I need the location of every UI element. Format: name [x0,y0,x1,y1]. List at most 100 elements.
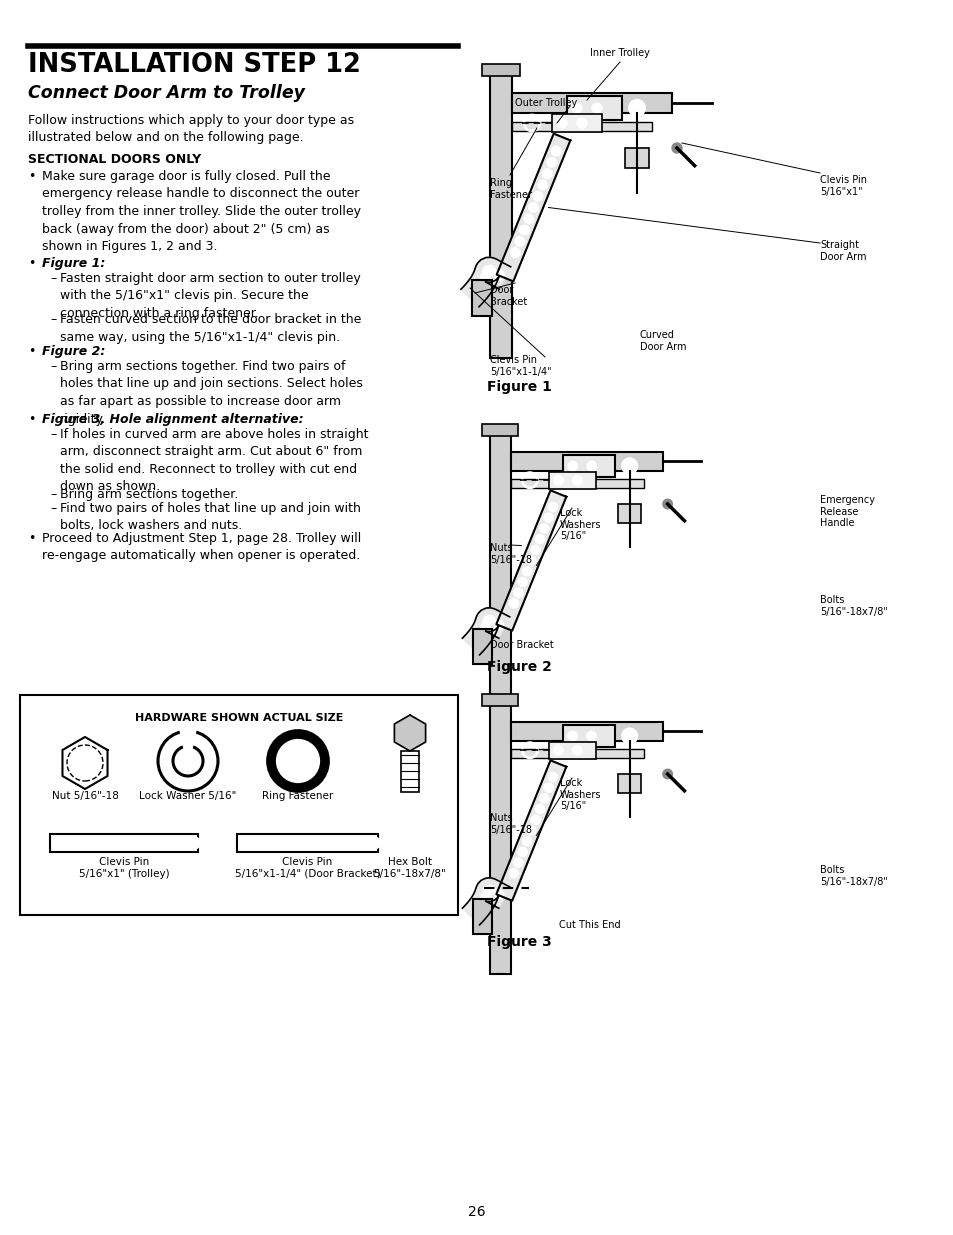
Circle shape [473,634,482,643]
Text: Clevis Pin
5/16"x1" (Trolley): Clevis Pin 5/16"x1" (Trolley) [78,857,169,878]
Circle shape [567,461,577,471]
Circle shape [482,885,492,895]
Circle shape [577,119,586,128]
Text: Figure 1: Figure 1 [486,380,551,394]
Circle shape [521,567,531,576]
Bar [511,721,662,741]
Text: Clevis Pin
5/16"x1-1/4" (Door Bracket): Clevis Pin 5/16"x1-1/4" (Door Bracket) [234,857,380,878]
Circle shape [531,545,539,555]
Text: Fasten curved section to the door bracket in the
same way, using the 5/16"x1-1/4: Fasten curved section to the door bracke… [60,312,361,343]
Text: Follow instructions which apply to your door type as
illustrated below and on th: Follow instructions which apply to your … [28,114,354,144]
Circle shape [671,143,681,153]
Polygon shape [394,715,425,751]
Circle shape [494,270,504,280]
Circle shape [621,729,637,743]
Text: Nut 5/16"-18: Nut 5/16"-18 [51,790,118,802]
Bar [473,899,492,934]
Polygon shape [496,761,566,900]
Circle shape [586,731,596,741]
Bar [618,504,640,522]
Circle shape [628,100,644,116]
Bar [511,479,643,488]
Text: –: – [50,488,56,501]
Circle shape [482,616,492,625]
Text: –: – [50,429,56,441]
Circle shape [537,180,547,190]
Circle shape [567,731,577,741]
Polygon shape [462,608,509,655]
Text: Figure 3, Hole alignment alternative:: Figure 3, Hole alignment alternative: [42,412,303,426]
Text: •: • [28,345,35,358]
Circle shape [533,191,542,201]
Bar [618,774,640,793]
Polygon shape [497,133,570,282]
Text: Ring Fastener: Ring Fastener [262,790,334,802]
Bar [624,148,648,168]
Circle shape [557,119,566,128]
Circle shape [553,475,562,485]
Circle shape [541,169,552,179]
Bar [20,695,457,915]
Text: Connect Door Arm to Trolley: Connect Door Arm to Trolley [28,84,305,103]
Bar [566,96,621,120]
Circle shape [368,837,379,848]
Text: Proceed to Adjustment Step 1, page 28. Trolley will
re-engage automatically when: Proceed to Adjustment Step 1, page 28. T… [42,532,361,562]
Bar [481,64,519,77]
Circle shape [509,868,518,878]
Circle shape [480,622,490,631]
Circle shape [523,214,534,224]
Bar [512,122,651,131]
Text: 26: 26 [468,1205,485,1219]
Text: Bolts
5/16"-18x7/8": Bolts 5/16"-18x7/8" [820,864,887,887]
Text: –: – [50,359,56,373]
Text: Outer Trolley: Outer Trolley [515,98,577,107]
Circle shape [510,248,519,258]
Text: •: • [28,170,35,183]
Text: Figure 2:: Figure 2: [42,345,105,358]
Text: Clevis Pin
5/16"x1": Clevis Pin 5/16"x1" [820,175,866,196]
Bar [50,834,198,852]
Circle shape [526,826,536,835]
Circle shape [528,203,537,212]
Bar [548,742,596,758]
Circle shape [553,746,562,755]
Circle shape [494,620,503,630]
Text: Emergency
Release
Handle: Emergency Release Handle [820,495,874,529]
Circle shape [535,535,544,543]
Text: Bolts
5/16"-18x7/8": Bolts 5/16"-18x7/8" [820,595,887,616]
Circle shape [472,284,482,294]
Text: Clevis Pin
5/16"x1-1/4": Clevis Pin 5/16"x1-1/4" [490,354,551,377]
Circle shape [535,804,544,814]
Polygon shape [496,490,566,631]
Circle shape [572,746,581,755]
Text: HARDWARE SHOWN ACTUAL SIZE: HARDWARE SHOWN ACTUAL SIZE [134,713,343,722]
Text: SECTIONAL DOORS ONLY: SECTIONAL DOORS ONLY [28,153,201,165]
Circle shape [482,266,492,275]
Circle shape [662,769,672,779]
Circle shape [572,103,581,112]
Circle shape [517,847,527,857]
Circle shape [513,858,522,867]
Text: Make sure garage door is fully closed. Pull the
emergency release handle to disc: Make sure garage door is fully closed. P… [42,170,360,253]
Text: Figure 2: Figure 2 [486,659,551,674]
Circle shape [531,815,539,825]
Text: Fasten straight door arm section to outer trolley
with the 5/16"x1" clevis pin. : Fasten straight door arm section to oute… [60,272,360,320]
Circle shape [513,588,522,598]
Text: –: – [50,501,56,515]
Text: Find two pairs of holes that line up and join with
bolts, lock washers and nuts.: Find two pairs of holes that line up and… [60,501,360,532]
Circle shape [543,513,553,522]
Circle shape [551,146,560,156]
Text: Lock
Washers
5/16": Lock Washers 5/16" [559,778,601,811]
Bar [482,694,518,705]
Text: Ring
Fastener: Ring Fastener [490,178,532,200]
Bar [490,429,511,704]
Text: •: • [28,257,35,270]
Text: Bring arm sections together.: Bring arm sections together. [60,488,238,501]
Text: Inner Trolley: Inner Trolley [590,48,649,58]
Circle shape [539,794,549,803]
Polygon shape [460,257,510,306]
Text: Cut This End: Cut This End [558,920,620,930]
Bar [400,751,418,792]
Text: –: – [50,312,56,326]
Polygon shape [462,878,509,925]
